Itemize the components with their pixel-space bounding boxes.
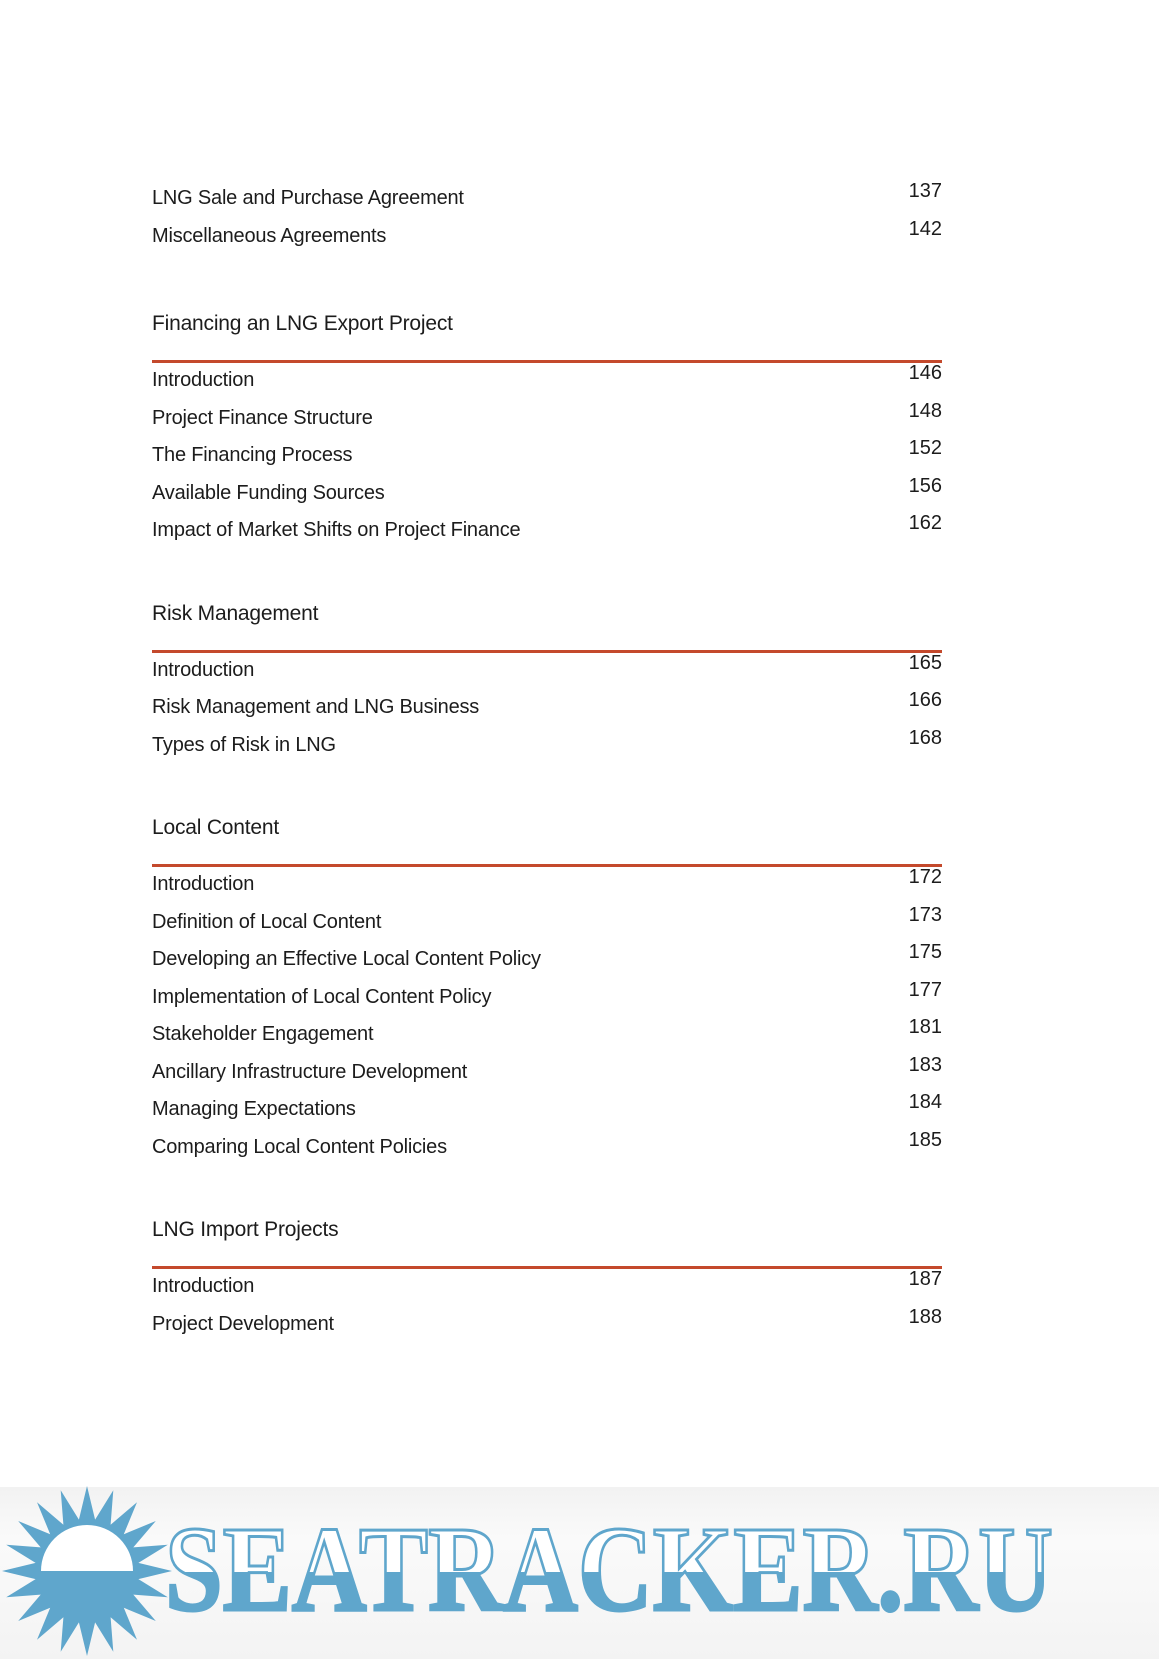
toc-section-items: Introduction 172 Definition of Local Con… bbox=[152, 866, 942, 1171]
section-divider-rule bbox=[152, 1266, 942, 1269]
toc-entry-title: LNG Sale and Purchase Agreement bbox=[152, 187, 464, 209]
toc-leading-items: LNG Sale and Purchase Agreement 137 Misc… bbox=[152, 180, 942, 260]
toc-section: Financing an LNG Export Project Introduc… bbox=[152, 309, 942, 554]
toc-section-heading: Risk Management bbox=[152, 601, 319, 625]
toc-entry-title: Introduction bbox=[152, 658, 255, 681]
toc-entry-page-number: 175 bbox=[908, 941, 942, 963]
toc-entry-page-number: 146 bbox=[908, 362, 942, 384]
toc-entry-page-number: 181 bbox=[908, 1016, 942, 1038]
toc-entry-page-number: 173 bbox=[908, 903, 942, 926]
toc-entry-page-number: 148 bbox=[908, 399, 942, 422]
toc-entry-page-number: 137 bbox=[908, 180, 942, 202]
toc-entry-title: Implementation of Local Content Policy bbox=[152, 985, 492, 1008]
toc-section: Local Content Introduction 172 Definitio… bbox=[152, 813, 942, 1170]
toc-entry-title: The Financing Process bbox=[152, 444, 353, 466]
watermark-band bbox=[0, 1487, 1159, 1659]
toc-section-heading: Local Content bbox=[152, 816, 279, 839]
toc-entry-page-number: 188 bbox=[908, 1305, 942, 1328]
toc-entry-page-number: 156 bbox=[908, 474, 942, 497]
toc-entry: Introduction 187 bbox=[152, 1268, 942, 1310]
toc-entry: Managing Expectations 184 bbox=[152, 1091, 942, 1133]
toc-entry-title: Project Finance Structure bbox=[152, 406, 373, 429]
toc-entry: Types of Risk in LNG 168 bbox=[152, 727, 942, 769]
toc-entry: Introduction 146 bbox=[152, 362, 942, 404]
toc-section-items: Introduction 165 Risk Management and LNG… bbox=[152, 652, 942, 769]
table-of-contents: LNG Sale and Purchase Agreement 137 Misc… bbox=[152, 0, 942, 1347]
toc-entry-title: Risk Management and LNG Business bbox=[152, 696, 480, 718]
toc-section: Risk Management Introduction 165 Risk Ma… bbox=[152, 599, 942, 769]
toc-entry: LNG Sale and Purchase Agreement 137 bbox=[152, 180, 942, 222]
watermark-text-outline: SEATRACKER.RU bbox=[165, 1510, 1053, 1635]
toc-entry-page-number: 165 bbox=[908, 651, 942, 674]
toc-section-heading: LNG Import Projects bbox=[152, 1218, 339, 1241]
toc-entry-page-number: 184 bbox=[908, 1091, 942, 1113]
toc-entry-title: Comparing Local Content Policies bbox=[152, 1135, 447, 1158]
toc-entry: Ancillary Infrastructure Development 183 bbox=[152, 1054, 942, 1096]
toc-entry: Risk Management and LNG Business 166 bbox=[152, 689, 942, 731]
toc-entry-page-number: 142 bbox=[908, 217, 942, 240]
toc-entry-title: Project Development bbox=[152, 1312, 334, 1335]
toc-entry: Introduction 165 bbox=[152, 652, 942, 694]
toc-entry: Definition of Local Content 173 bbox=[152, 904, 942, 946]
toc-sections: Financing an LNG Export Project Introduc… bbox=[152, 309, 942, 1347]
toc-entry: Introduction 172 bbox=[152, 866, 942, 908]
section-divider-rule bbox=[152, 649, 942, 653]
toc-section-items: Introduction 146 Project Finance Structu… bbox=[152, 362, 942, 554]
watermark-text: SEATRACKER.RU SEATRACKER.RU bbox=[165, 1510, 1055, 1635]
toc-entry-title: Introduction bbox=[152, 369, 255, 391]
toc-entry-page-number: 187 bbox=[908, 1268, 942, 1290]
sun-over-sea-icon bbox=[2, 1486, 172, 1656]
toc-entry: Impact of Market Shifts on Project Finan… bbox=[152, 512, 942, 554]
toc-entry: Comparing Local Content Policies 185 bbox=[152, 1129, 942, 1171]
watermark-text-solid: SEATRACKER.RU bbox=[165, 1510, 1053, 1635]
toc-entry-title: Available Funding Sources bbox=[152, 481, 385, 504]
section-divider-rule bbox=[152, 864, 942, 867]
toc-entry-page-number: 162 bbox=[908, 512, 942, 534]
toc-entry-page-number: 185 bbox=[908, 1128, 942, 1151]
section-divider-rule bbox=[152, 360, 942, 363]
toc-entry: Available Funding Sources 156 bbox=[152, 475, 942, 517]
toc-entry-title: Introduction bbox=[152, 873, 255, 895]
toc-entry-title: Definition of Local Content bbox=[152, 910, 382, 933]
toc-entry-page-number: 183 bbox=[908, 1053, 942, 1076]
toc-entry: Project Development 188 bbox=[152, 1306, 942, 1348]
toc-entry-title: Developing an Effective Local Content Po… bbox=[152, 948, 541, 970]
toc-entry-title: Ancillary Infrastructure Development bbox=[152, 1060, 468, 1083]
toc-section-heading: Financing an LNG Export Project bbox=[152, 312, 453, 335]
toc-entry: Project Finance Structure 148 bbox=[152, 400, 942, 442]
toc-entry: Miscellaneous Agreements 142 bbox=[152, 218, 942, 260]
toc-entry: Stakeholder Engagement 181 bbox=[152, 1016, 942, 1058]
toc-entry-page-number: 152 bbox=[908, 437, 942, 459]
toc-entry-title: Impact of Market Shifts on Project Finan… bbox=[152, 519, 521, 541]
toc-section: LNG Import Projects Introduction 187 Pro… bbox=[152, 1215, 942, 1347]
toc-entry-title: Types of Risk in LNG bbox=[152, 733, 336, 756]
toc-entry: Implementation of Local Content Policy 1… bbox=[152, 979, 942, 1021]
toc-entry-page-number: 166 bbox=[908, 689, 942, 711]
toc-entry: Developing an Effective Local Content Po… bbox=[152, 941, 942, 983]
toc-section-items: Introduction 187 Project Development 188 bbox=[152, 1268, 942, 1348]
toc-entry-page-number: 168 bbox=[908, 726, 942, 749]
toc-entry: The Financing Process 152 bbox=[152, 437, 942, 479]
toc-entry-page-number: 172 bbox=[908, 866, 942, 888]
toc-entry-page-number: 177 bbox=[908, 978, 942, 1001]
toc-entry-title: Introduction bbox=[152, 1275, 255, 1297]
toc-entry-title: Managing Expectations bbox=[152, 1098, 356, 1120]
toc-entry-title: Miscellaneous Agreements bbox=[152, 224, 387, 247]
toc-entry-title: Stakeholder Engagement bbox=[152, 1023, 374, 1045]
